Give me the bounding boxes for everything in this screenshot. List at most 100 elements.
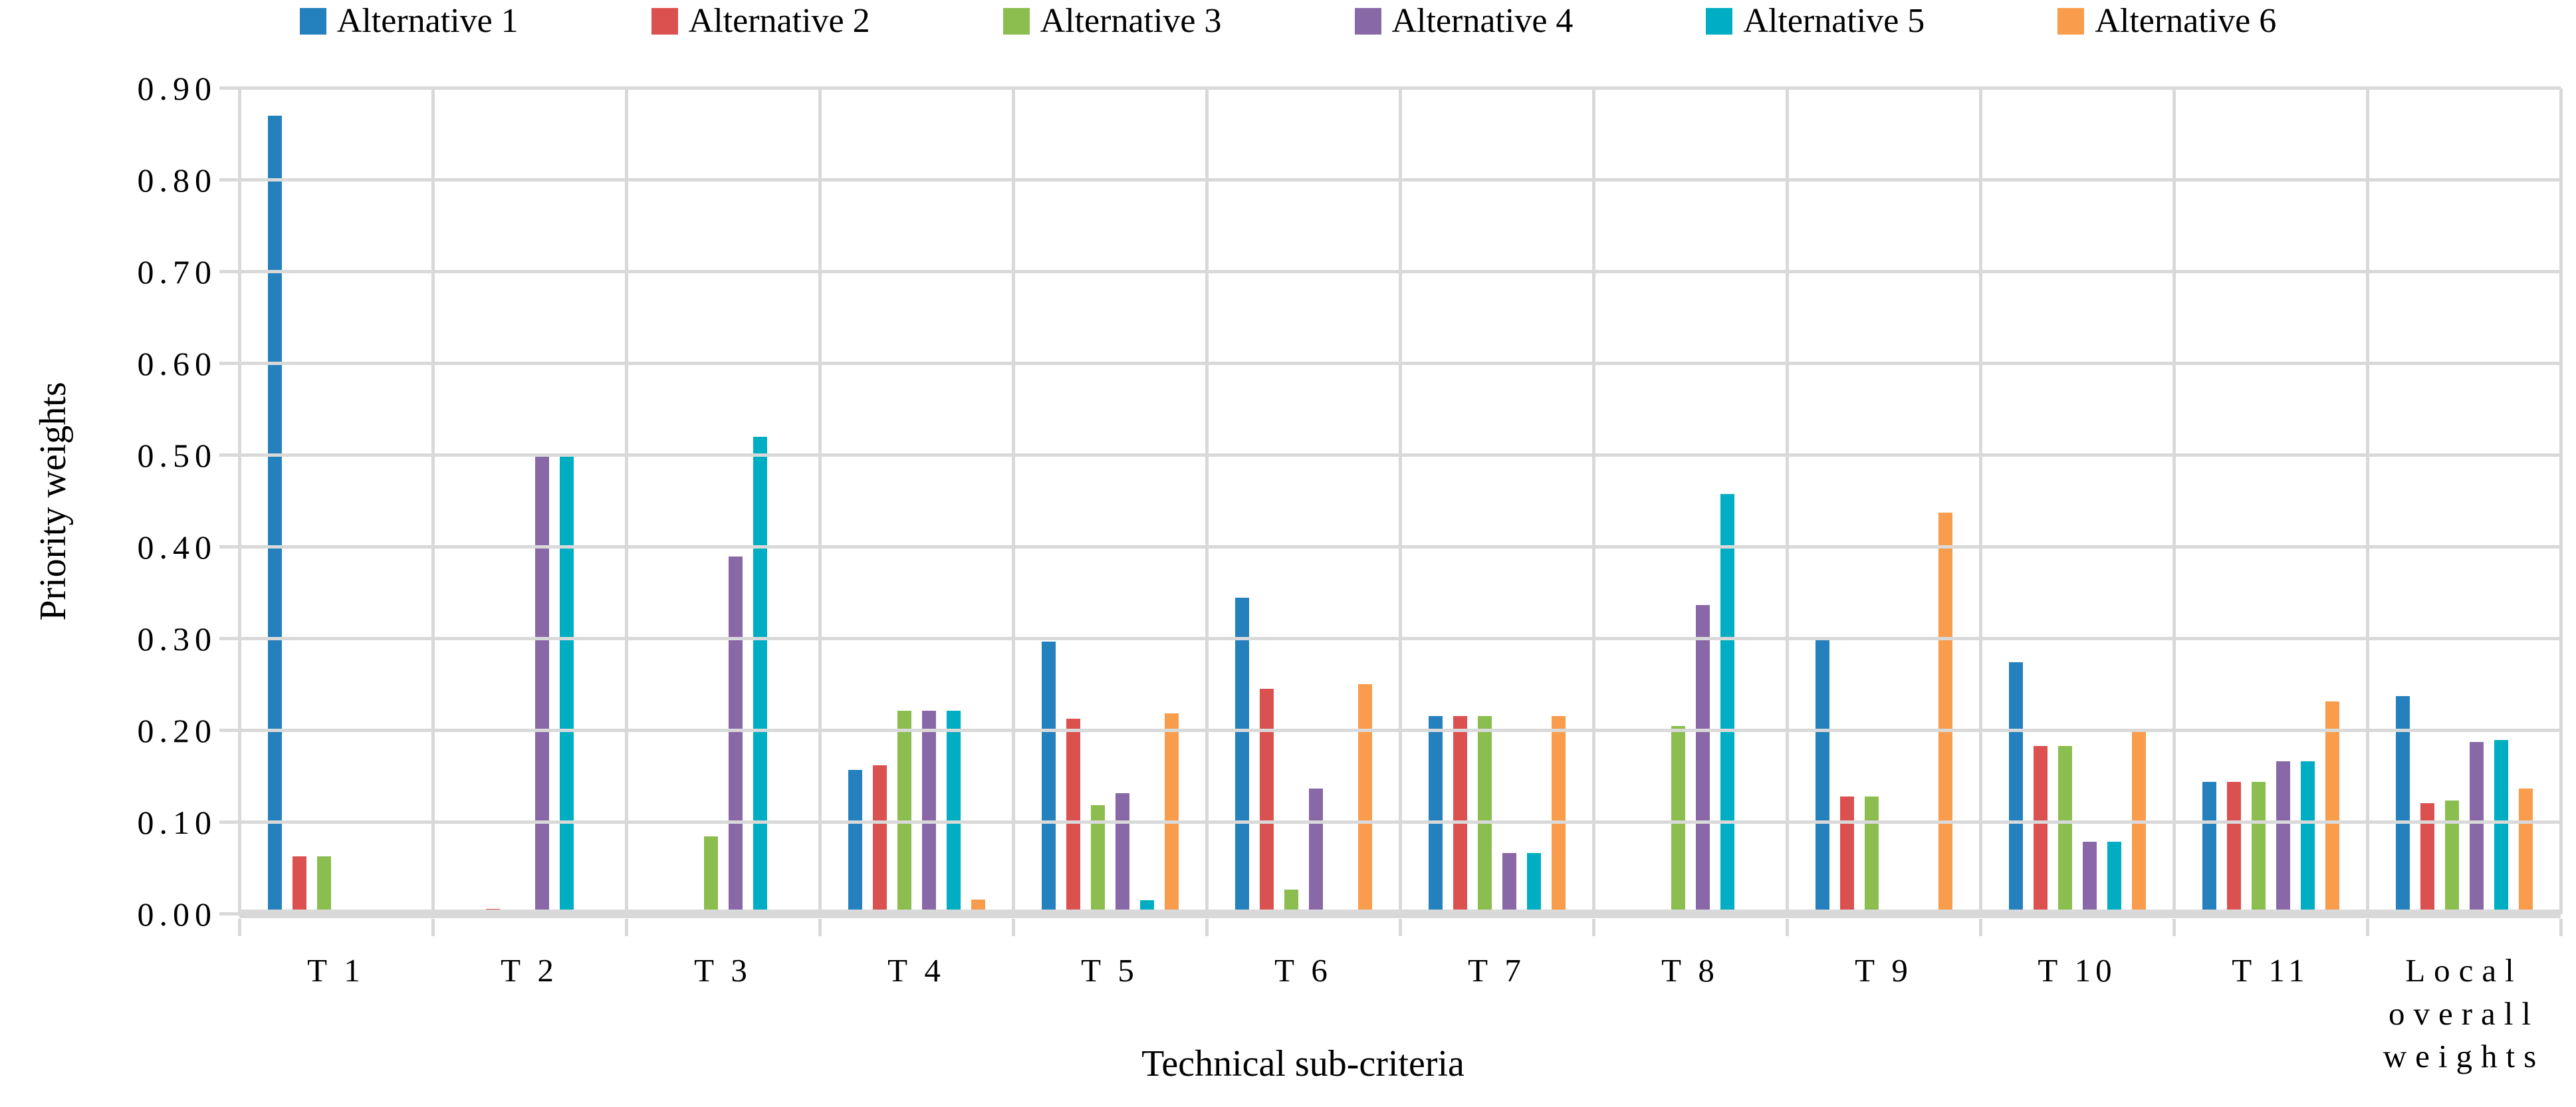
x-category-label-4: T 4 (887, 952, 945, 989)
legend-item-1: Alternative 1 (299, 2, 519, 40)
legend-swatch-icon (1354, 8, 1381, 35)
gridline-category-boundary (2172, 88, 2176, 914)
legend-swatch-icon (1002, 8, 1030, 35)
y-tick-mark (219, 820, 239, 824)
legend-item-2: Alternative 2 (651, 4, 870, 39)
legend-label: Alternative 6 (2095, 2, 2277, 40)
bar-alternative-2 (872, 765, 887, 914)
bar-alternative-5 (1526, 852, 1541, 914)
x-category-label-12: Local overall weights (2367, 949, 2561, 1078)
x-tick-mark (1785, 919, 1789, 936)
bar-alternative-1 (2202, 782, 2216, 914)
y-tick-mark (219, 362, 239, 366)
bar-alternative-6 (1357, 683, 1372, 914)
bar-alternative-3 (1090, 804, 1105, 914)
x-category-label-1: T 1 (307, 952, 365, 989)
bar-alternative-4 (534, 455, 549, 914)
bar-alternative-2 (2226, 782, 2241, 914)
bar-alternative-3 (2057, 746, 2072, 914)
category-group-t-4 (820, 88, 1013, 914)
x-tick-mark (1979, 919, 1982, 936)
category-group-t-3 (626, 88, 820, 914)
gridline-category-boundary (431, 88, 435, 914)
y-tick-mark (219, 545, 239, 549)
category-group-t-6 (1207, 88, 1400, 914)
category-group-t-1 (239, 88, 433, 914)
bar-alternative-2 (292, 856, 306, 914)
bar-alternative-6 (2325, 701, 2339, 914)
x-tick-mark (431, 919, 435, 936)
category-group-t-10 (1980, 88, 2174, 914)
y-axis-tick-labels: 0.00 0.10 0.20 0.30 0.40 0.50 0.60 0.70 0.80 0.90 (0, 72, 219, 931)
bar-alternative-6 (1164, 713, 1179, 914)
x-tick-mark (2366, 919, 2369, 936)
y-tick-mark (219, 637, 239, 641)
legend-label: Alternative 4 (1391, 2, 1574, 40)
x-category-label-5: T 5 (1081, 952, 1139, 989)
legend-item-4: Alternative 4 (1354, 2, 1574, 40)
category-group-t-7 (1400, 88, 1593, 914)
category-group-local-overall-weights (2367, 88, 2561, 914)
bar-alternative-4 (2469, 741, 2484, 914)
x-category-label-10: T 10 (2038, 952, 2117, 989)
plot-area (219, 86, 2563, 936)
x-axis-title: Technical sub-criteria (1141, 1043, 1464, 1084)
category-group-t-8 (1593, 88, 1787, 914)
legend-label: Alternative 1 (336, 2, 519, 40)
bar-alternative-6 (1551, 715, 1566, 914)
bar-alternative-2 (1259, 688, 1274, 914)
bar-alternative-6 (2518, 788, 2533, 914)
bar-alternative-1 (1041, 642, 1056, 914)
y-tick-label-0.80: 0.80 (137, 162, 217, 199)
gridline-category-boundary (818, 88, 822, 914)
bar-alternative-1 (1815, 638, 1829, 914)
gridline-category-boundary (1979, 88, 1982, 914)
y-tick-label-0.90: 0.90 (137, 70, 217, 107)
bar-alternative-5 (2494, 739, 2508, 914)
y-tick-label-0.50: 0.50 (137, 437, 217, 474)
bar-alternative-2 (2420, 803, 2434, 914)
legend-item-5: Alternative 5 (1706, 4, 1925, 39)
y-tick-label-0.60: 0.60 (137, 345, 217, 382)
legend-item-6: Alternative 6 (2057, 4, 2276, 39)
x-tick-mark (624, 919, 628, 936)
bar-alternative-4 (728, 556, 743, 914)
y-axis-title: Priority weights (33, 382, 74, 621)
legend-label: Alternative 5 (1743, 2, 1925, 40)
bar-alternative-2 (1839, 797, 1854, 914)
gridline-y-0.90 (239, 86, 2561, 90)
bar-alternative-1 (848, 770, 862, 914)
x-category-label-6: T 6 (1274, 952, 1332, 989)
bar-alternative-5 (946, 710, 961, 914)
bar-alternative-1 (1234, 597, 1249, 914)
legend-swatch-icon (2057, 8, 2085, 35)
x-category-label-7: T 7 (1468, 952, 1526, 989)
bar-alternative-1 (2008, 662, 2023, 914)
x-tick-mark (818, 919, 822, 936)
category-group-t-2 (433, 88, 626, 914)
x-tick-mark (238, 919, 241, 936)
x-tick-mark (1399, 919, 1402, 936)
gridline-category-boundary (2366, 88, 2369, 914)
legend-swatch-icon (299, 8, 326, 35)
legend-label: Alternative 2 (688, 2, 870, 40)
y-tick-label-0.40: 0.40 (137, 529, 217, 566)
bar-alternative-4 (1695, 604, 1710, 914)
gridline-category-boundary (1592, 88, 1595, 914)
gridline-category-boundary (1399, 88, 1402, 914)
bar-alternative-3 (1284, 889, 1298, 914)
y-tick-mark (219, 86, 239, 90)
category-group-t-5 (1013, 88, 1207, 914)
x-category-label-3: T 3 (694, 952, 752, 989)
bar-alternative-5 (753, 437, 767, 914)
y-tick-mark (219, 178, 239, 182)
bar-alternative-5 (1720, 493, 1734, 914)
gridline-category-boundary (624, 88, 628, 914)
legend-label: Alternative 3 (1040, 2, 1222, 40)
gridline-category-boundary (2559, 88, 2563, 914)
bar-alternative-3 (703, 836, 718, 914)
bar-alternative-4 (1502, 852, 1516, 914)
y-tick-label-0.20: 0.20 (137, 712, 217, 750)
gridline-category-boundary (1011, 88, 1015, 914)
